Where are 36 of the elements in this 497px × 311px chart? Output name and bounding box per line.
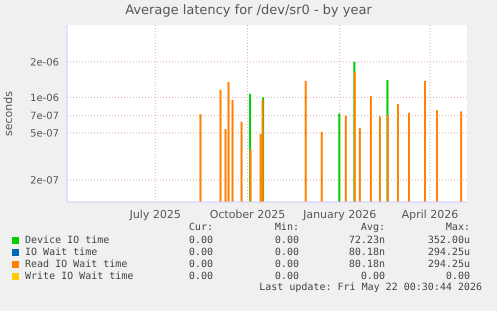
y-tick-label: 2e-06 [30,57,59,68]
text: Last update: Fri May 22 00:30:44 2026 [258,282,482,294]
legend-label: Write IO Wait time [25,270,134,282]
text: 294.25u [426,246,470,258]
y-tick-label: 2e-07 [30,175,59,186]
text: 294.25u [426,258,470,270]
x-tick-label: July 2025 [128,208,181,221]
legend-label: Device IO time [25,234,110,246]
text: 352.00u [426,234,470,246]
text: 0.00 [274,258,299,270]
x-tick-label: April 2026 [402,208,458,221]
text: 0.00 [188,234,213,246]
y-tick-label: 5e-07 [30,128,59,140]
text: 0.00 [188,258,213,270]
text: 80.18n [348,246,385,258]
legend-label: Read IO Wait time [25,258,128,270]
text: 0.00 [274,246,299,258]
chart-title: Average latency for /dev/sr0 - by year [124,3,373,18]
text: 0.00 [188,246,213,258]
text: 80.18n [348,258,385,270]
x-tick-label: October 2025 [210,208,286,221]
y-tick-label: 7e-07 [30,111,59,122]
text: Min: [274,222,299,234]
legend-label: IO Wait time [25,246,98,258]
text: 0.00 [444,270,470,282]
text: 0.00 [274,270,299,282]
text: 0.00 [188,270,213,282]
x-tick-label: January 2026 [302,208,376,221]
text: Max: [444,222,470,234]
text: 0.00 [360,270,385,282]
text: Avg: [360,222,385,234]
text: Cur: [188,222,213,234]
y-tick-label: 1e-06 [30,92,59,104]
y-axis-title: seconds [2,90,15,136]
text: 0.00 [274,234,299,246]
text: 72.23n [348,234,385,246]
